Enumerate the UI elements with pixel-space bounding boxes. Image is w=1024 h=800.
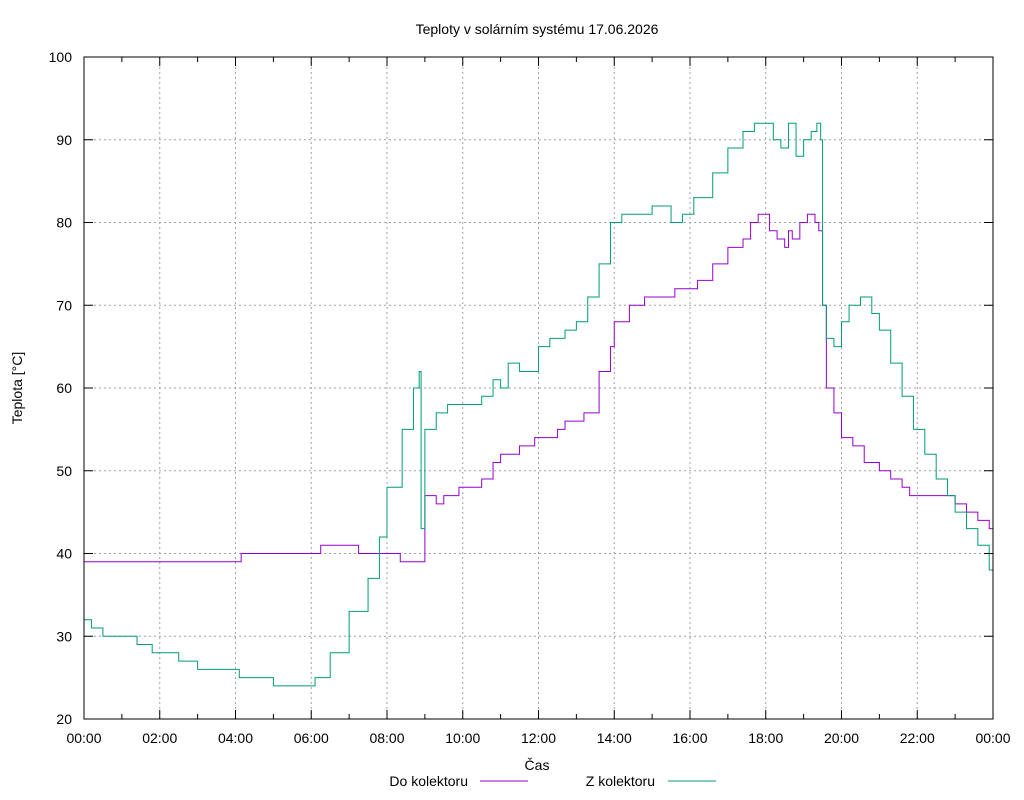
x-tick-label: 00:00 xyxy=(66,730,101,746)
x-tick-label: 10:00 xyxy=(445,730,480,746)
x-tick-label: 06:00 xyxy=(294,730,329,746)
x-tick-label: 18:00 xyxy=(748,730,783,746)
y-axis-label: Teplota [°C] xyxy=(9,352,25,425)
legend: Do kolektoru Z kolektoru xyxy=(389,773,716,789)
x-axis-label: Čas xyxy=(525,757,550,773)
grid xyxy=(84,57,993,719)
x-tick-label: 12:00 xyxy=(521,730,556,746)
x-tick-label: 14:00 xyxy=(597,730,632,746)
y-tick-label: 90 xyxy=(56,132,72,148)
y-tick-label: 60 xyxy=(56,380,72,396)
axis-ticks xyxy=(83,56,994,720)
y-tick-label: 50 xyxy=(56,463,72,479)
x-tick-label: 04:00 xyxy=(218,730,253,746)
y-tick-label: 40 xyxy=(56,546,72,562)
legend-label: Do kolektoru xyxy=(389,773,468,789)
y-tick-label: 30 xyxy=(56,628,72,644)
y-tick-label: 100 xyxy=(49,49,73,65)
x-tick-label: 02:00 xyxy=(142,730,177,746)
x-tick-label: 16:00 xyxy=(672,730,707,746)
series-line-z-kolektoru xyxy=(84,122,994,687)
x-tick-label: 20:00 xyxy=(824,730,859,746)
chart-title: Teploty v solárním systému 17.06.2026 xyxy=(416,21,659,37)
legend-label: Z kolektoru xyxy=(586,773,655,789)
y-tick-label: 20 xyxy=(56,711,72,727)
y-tick-label: 80 xyxy=(56,215,72,231)
x-tick-label: 22:00 xyxy=(900,730,935,746)
x-tick-label: 00:00 xyxy=(975,730,1010,746)
tick-labels: 00:00 02:00 04:00 06:00 08:00 10:00 12:00 14:00… xyxy=(49,49,1011,746)
series-line-do-kolektoru xyxy=(84,213,994,563)
series-layer xyxy=(84,122,994,687)
x-tick-label: 08:00 xyxy=(369,730,404,746)
y-tick-label: 70 xyxy=(56,297,72,313)
